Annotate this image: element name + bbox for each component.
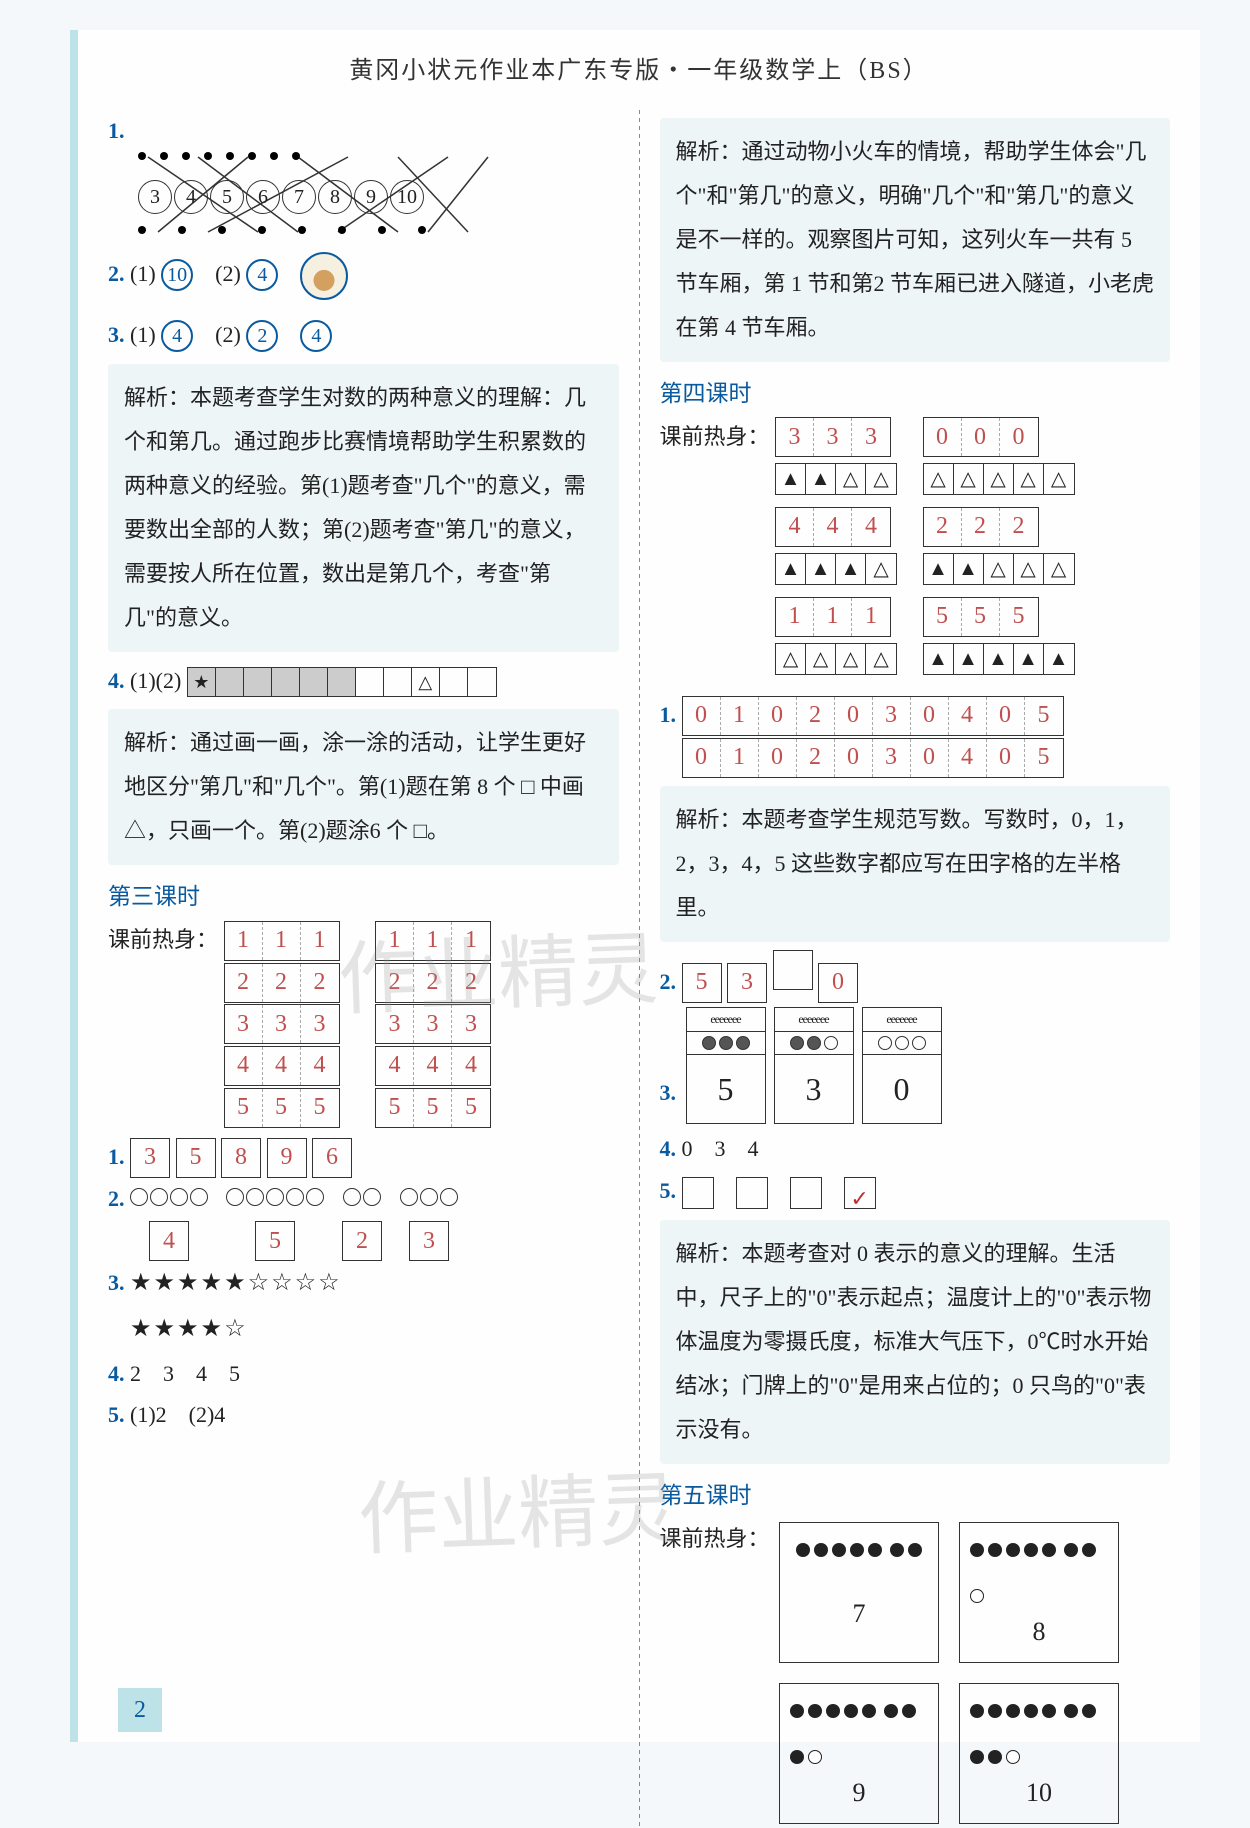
explain-4: 解析：通过画一画，涂一涂的活动，让学生更好地区分"第几"和"几个"。第(1)题在… bbox=[108, 709, 619, 865]
left-column: 1. 345678910 bbox=[108, 110, 619, 1828]
q4-boxes: ★△ bbox=[187, 667, 497, 697]
content-columns: 1. 345678910 bbox=[108, 110, 1170, 1828]
column-divider bbox=[639, 110, 640, 1828]
q1-circles: 345678910 bbox=[138, 180, 424, 214]
l4-q1: 1. 0102030405 1. 0102030405 bbox=[660, 694, 1171, 778]
lesson5-warmup: 课前热身： 78910 bbox=[660, 1518, 1171, 1828]
q4: 4. (1)(2) ★△ bbox=[108, 660, 619, 702]
explain-l4-1: 解析：本题考查学生规范写数。写数时，0，1，2，3，4，5 这些数字都应写在田字… bbox=[660, 786, 1171, 942]
explain-l4-5: 解析：本题考查对 0 表示的意义的理解。生活中，尺子上的"0"表示起点；温度计上… bbox=[660, 1220, 1171, 1464]
deer-icon bbox=[300, 252, 348, 300]
q4-label: 4. bbox=[108, 668, 125, 693]
page: 黄冈小状元作业本广东专版・一年级数学上（BS） 1. bbox=[70, 30, 1200, 1742]
q2-label: 2. bbox=[108, 261, 125, 286]
q1: 1. 345678910 bbox=[108, 110, 619, 242]
q2: 2. (1) 10 (2) 4 bbox=[108, 252, 619, 300]
l3-q1: 1. 3 5 8 9 6 bbox=[108, 1136, 619, 1178]
q2-p1: (1) 10 bbox=[130, 261, 199, 286]
page-number: 2 bbox=[118, 1688, 162, 1732]
l3-q4: 4. 2 3 4 5 bbox=[108, 1353, 619, 1395]
l4-q3: 3. eeeeeee5eeeeeee3eeeeeee0 bbox=[660, 1003, 1171, 1129]
lesson4-title: 第四课时 bbox=[660, 372, 1171, 416]
lesson4-warmup: 课前热身： 333▲▲△△444▲▲▲△111△△△△ 000△△△△△222▲… bbox=[660, 416, 1171, 685]
q2-p2: (2) 4 bbox=[215, 261, 284, 286]
right-column: 解析：通过动物小火车的情境，帮助学生体会"几个"和"第几"的意义，明确"几个"和… bbox=[660, 110, 1171, 1828]
lesson5-title: 第五课时 bbox=[660, 1474, 1171, 1518]
l4-q2: 2. 5 3 0 bbox=[660, 950, 1171, 1003]
q3: 3. (1) 4 (2) 2 4 bbox=[108, 314, 619, 356]
explain-3: 解析：本题考查学生对数的两种意义的理解：几个和第几。通过跑步比赛情境帮助学生积累… bbox=[108, 364, 619, 652]
lesson3-warmup: 课前热身： 111222333444555 111222333444555 bbox=[108, 919, 619, 1128]
q3-label: 3. bbox=[108, 322, 125, 347]
l3-q5: 5. (1)2 (2)4 bbox=[108, 1394, 619, 1436]
l4-q5: 5. ✓ bbox=[660, 1170, 1171, 1212]
page-title: 黄冈小状元作业本广东专版・一年级数学上（BS） bbox=[108, 50, 1170, 85]
q1-label: 1. bbox=[108, 118, 125, 143]
l3-q2: 2. 4523 bbox=[108, 1178, 619, 1262]
l4-q4: 4. 0 3 4 bbox=[660, 1128, 1171, 1170]
explain-top-right: 解析：通过动物小火车的情境，帮助学生体会"几个"和"第几"的意义，明确"几个"和… bbox=[660, 118, 1171, 362]
l3-q3: 3. ★★★★★☆☆☆☆ 3. ★★★★☆ bbox=[108, 1261, 619, 1352]
lesson3-title: 第三课时 bbox=[108, 875, 619, 919]
